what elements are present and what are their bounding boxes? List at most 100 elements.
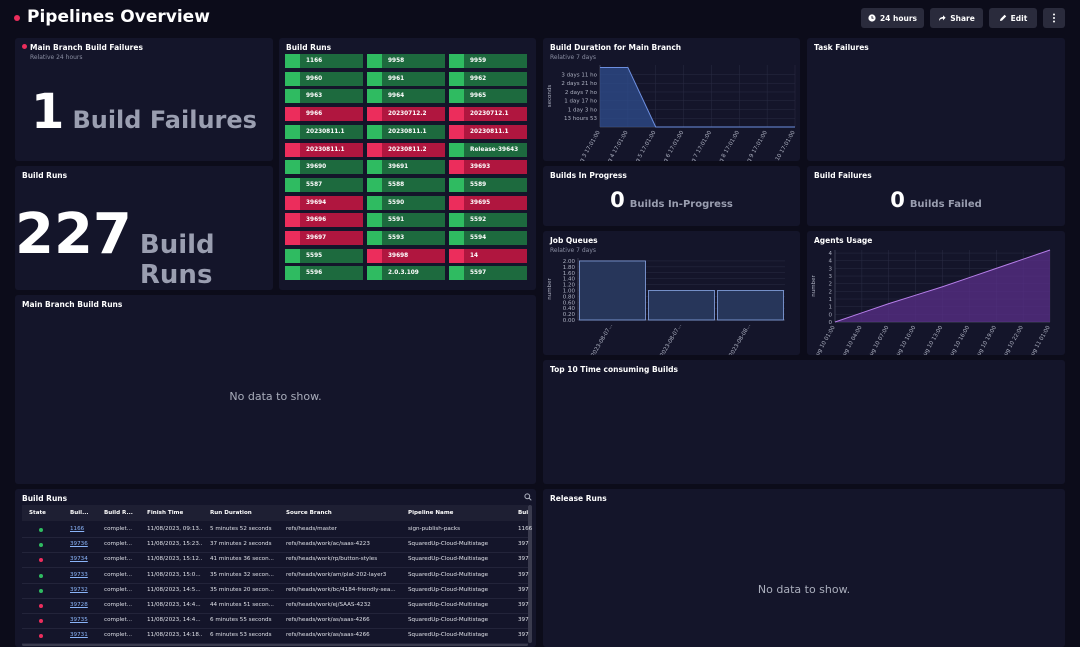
- tile-title: Top 10 Time consuming Builds: [550, 365, 678, 374]
- build-run-cell[interactable]: 39691: [367, 160, 445, 175]
- build-link[interactable]: 39731: [70, 632, 88, 639]
- table-cell: refs/heads/work/as/saas-4266: [286, 632, 370, 639]
- build-link[interactable]: 39734: [70, 556, 88, 563]
- x-tick-label: Aug 10 10:00: [894, 325, 918, 355]
- build-run-cell[interactable]: 1166: [285, 54, 363, 68]
- build-runs-table-tile[interactable]: Build Runs State Buil... Build R... Finish …: [15, 489, 536, 647]
- main-branch-runs-tile[interactable]: Main Branch Build Runs No data to show.: [15, 295, 536, 484]
- build-run-cell[interactable]: 5597: [449, 266, 527, 281]
- search-icon[interactable]: [524, 493, 532, 501]
- build-run-cell[interactable]: 20230811.2: [367, 142, 445, 157]
- status-accent: [449, 231, 464, 245]
- tile-subtitle: Relative 7 days: [550, 247, 596, 254]
- build-run-cell[interactable]: 9964: [367, 89, 445, 104]
- build-run-cell[interactable]: 39694: [285, 195, 363, 210]
- job-queues-tile[interactable]: Job Queues Relative 7 days 0.00 0.20 0.40 0…: [543, 231, 800, 355]
- build-run-cell[interactable]: 9960: [285, 71, 363, 86]
- build-run-cell[interactable]: 5590: [367, 195, 445, 210]
- build-run-cell[interactable]: 5595: [285, 248, 363, 263]
- kpi-value: 0: [890, 188, 905, 212]
- top-builds-tile[interactable]: Top 10 Time consuming Builds: [543, 360, 1065, 484]
- build-run-cell[interactable]: 39695: [449, 195, 527, 210]
- x-tick-label: Aug 10 17:01:00: [769, 130, 797, 161]
- build-run-cell[interactable]: 9958: [367, 54, 445, 68]
- build-link[interactable]: 39733: [70, 571, 88, 578]
- build-run-cell[interactable]: 2.0.3.109: [367, 266, 445, 281]
- build-run-cell[interactable]: 9961: [367, 71, 445, 86]
- more-button[interactable]: [1043, 8, 1065, 28]
- release-runs-tile[interactable]: Release Runs No data to show.: [543, 489, 1065, 647]
- build-run-cell[interactable]: 5592: [449, 213, 527, 228]
- status-accent: [367, 142, 382, 157]
- vertical-scrollbar[interactable]: [528, 505, 532, 643]
- horizontal-scrollbar[interactable]: [22, 643, 528, 646]
- edit-button[interactable]: Edit: [989, 8, 1037, 28]
- main-branch-failures-tile[interactable]: Main Branch Build Failures Relative 24 h…: [15, 38, 273, 161]
- column-header: Bui: [518, 510, 529, 516]
- build-run-cell[interactable]: 20230811.1: [285, 142, 363, 157]
- build-run-cell[interactable]: 9959: [449, 54, 527, 68]
- build-run-cell[interactable]: 5593: [367, 231, 445, 245]
- row-divider: [22, 582, 528, 584]
- build-run-cell[interactable]: 20230712.1: [449, 107, 527, 122]
- build-failures-tile[interactable]: Build Failures 0 Builds Failed: [807, 166, 1065, 226]
- build-run-label: 9965: [470, 93, 487, 100]
- build-duration-tile[interactable]: Build Duration for Main Branch Relative …: [543, 38, 800, 161]
- status-accent: [285, 107, 300, 122]
- build-run-cell[interactable]: 39690: [285, 160, 363, 175]
- agents-usage-tile[interactable]: Agents Usage 0 0 1 1 2 2 3 3 4 4 Aug 10 01:00 Aug 1…: [807, 231, 1065, 355]
- y-tick-label: 0.20: [563, 312, 576, 318]
- build-run-cell[interactable]: 14: [449, 248, 527, 263]
- build-run-cell[interactable]: 20230712.2: [367, 107, 445, 122]
- build-link[interactable]: 39732: [70, 586, 88, 593]
- table-cell: SquaredUp-Cloud-Multistage: [408, 602, 489, 608]
- build-runs-grid-tile[interactable]: Build Runs 1166 9958 9959 9960 9961 9962 9963 9…: [279, 38, 536, 290]
- build-run-cell[interactable]: 9965: [449, 89, 527, 104]
- build-run-label: Release-39643: [470, 146, 519, 153]
- chart: 0.000.200.400.600.801.001.201.401.601.80…: [547, 258, 785, 355]
- build-run-cell[interactable]: 20230811.1: [449, 124, 527, 139]
- build-run-label: 5591: [388, 217, 405, 224]
- build-run-cell[interactable]: Release-39643: [449, 142, 527, 157]
- build-runs-total-tile[interactable]: Build Runs 227 Build Runs: [15, 166, 273, 290]
- table-cell: sign-publish-packs: [408, 526, 461, 532]
- build-run-label: 5588: [388, 181, 405, 188]
- empty-message: No data to show.: [757, 583, 851, 596]
- build-link[interactable]: 1166: [70, 526, 85, 532]
- builds-in-progress-tile[interactable]: Builds In Progress 0 Builds In-Progress: [543, 166, 800, 226]
- build-link[interactable]: 39735: [70, 617, 88, 624]
- share-icon: [939, 15, 946, 21]
- x-tick-label: Aug 3 17:01:00: [575, 130, 602, 161]
- build-link[interactable]: 39736: [70, 541, 88, 548]
- table-cell: 397: [518, 602, 529, 608]
- build-run-cell[interactable]: 5587: [285, 177, 363, 192]
- build-run-cell[interactable]: 39693: [449, 160, 527, 175]
- table-cell: refs/heads/work/as/saas-4266: [286, 617, 370, 624]
- build-run-cell[interactable]: 9962: [449, 71, 527, 86]
- build-run-cell[interactable]: 39697: [285, 231, 363, 245]
- build-run-cell[interactable]: 5588: [367, 177, 445, 192]
- time-button[interactable]: 24 hours: [861, 8, 924, 28]
- build-run-cell[interactable]: 5594: [449, 231, 527, 245]
- build-run-cell[interactable]: 9963: [285, 89, 363, 104]
- build-run-cell[interactable]: 5589: [449, 177, 527, 192]
- x-tick-label: Aug 10 16:00: [947, 325, 971, 355]
- build-run-cell[interactable]: 20230811.1: [367, 124, 445, 139]
- build-run-cell[interactable]: 5591: [367, 213, 445, 228]
- build-run-cell[interactable]: 39698: [367, 248, 445, 263]
- tile-title: Release Runs: [550, 494, 607, 503]
- build-link[interactable]: 39728: [70, 602, 88, 608]
- status-accent: [449, 213, 464, 228]
- line: [834, 249, 1051, 323]
- status-accent: [367, 71, 382, 86]
- build-run-cell[interactable]: 20230811.1: [285, 124, 363, 139]
- chart: 13 hours 53 1 day 3 ho 1 day 17 ho 2 days 7…: [547, 65, 797, 161]
- task-failures-tile[interactable]: Task Failures: [807, 38, 1065, 161]
- x-tick-label: Aug 10 01:00: [813, 325, 837, 355]
- build-run-cell[interactable]: 5596: [285, 266, 363, 281]
- share-button[interactable]: Share: [930, 8, 983, 28]
- tile-title: Main Branch Build Failures: [30, 43, 143, 52]
- build-run-cell[interactable]: 39696: [285, 213, 363, 228]
- y-tick-label: 1 day 3 ho: [568, 107, 598, 113]
- build-run-cell[interactable]: 9966: [285, 107, 363, 122]
